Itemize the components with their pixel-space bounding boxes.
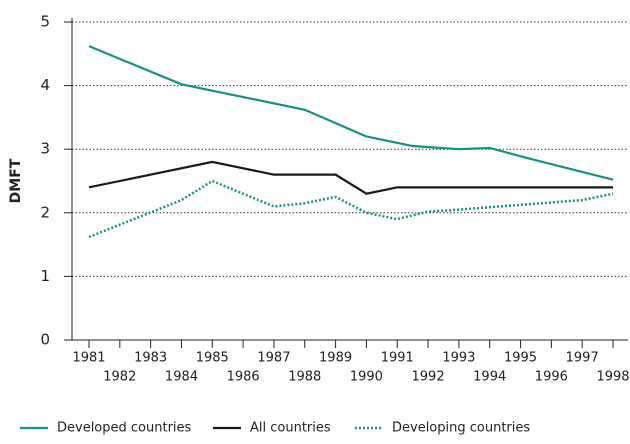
x-tick-label: 1986: [227, 370, 260, 385]
x-tick-label: 1990: [350, 370, 383, 385]
x-tick-label: 1985: [196, 351, 229, 366]
x-tick-label: 1988: [288, 370, 321, 385]
x-tick-label: 1996: [535, 370, 568, 385]
series-line: [88, 160, 613, 195]
y-axis-label: DMFT: [8, 158, 24, 203]
x-tick-label: 1989: [319, 351, 352, 366]
series-line: [88, 45, 614, 181]
x-tick-label: 1982: [103, 370, 136, 385]
y-tick-label: 2: [40, 203, 50, 221]
x-tick-label: 1994: [473, 370, 506, 385]
y-tick-label: 5: [40, 13, 50, 31]
x-tick-label: 1993: [442, 351, 475, 366]
y-tick-label: 1: [40, 267, 50, 285]
x-tick-label: 1983: [134, 351, 167, 366]
x-tick-label: 1991: [381, 351, 414, 366]
x-tick-label: 1998: [596, 370, 629, 385]
x-tick-label: 1984: [165, 370, 198, 385]
x-tick-label: 1981: [72, 351, 105, 366]
x-tick-label: 1995: [504, 351, 537, 366]
legend-label: Developing countries: [392, 421, 530, 436]
legend-label: All countries: [250, 421, 331, 436]
x-tick-label: 1987: [257, 351, 290, 366]
legend-label: Developed countries: [57, 421, 192, 436]
y-tick-label: 3: [40, 140, 50, 158]
y-tick-label: 0: [40, 331, 50, 349]
x-tick-label: 1997: [566, 351, 599, 366]
y-tick-label: 4: [40, 76, 50, 94]
series-line: [88, 179, 614, 239]
x-tick-label: 1992: [412, 370, 445, 385]
